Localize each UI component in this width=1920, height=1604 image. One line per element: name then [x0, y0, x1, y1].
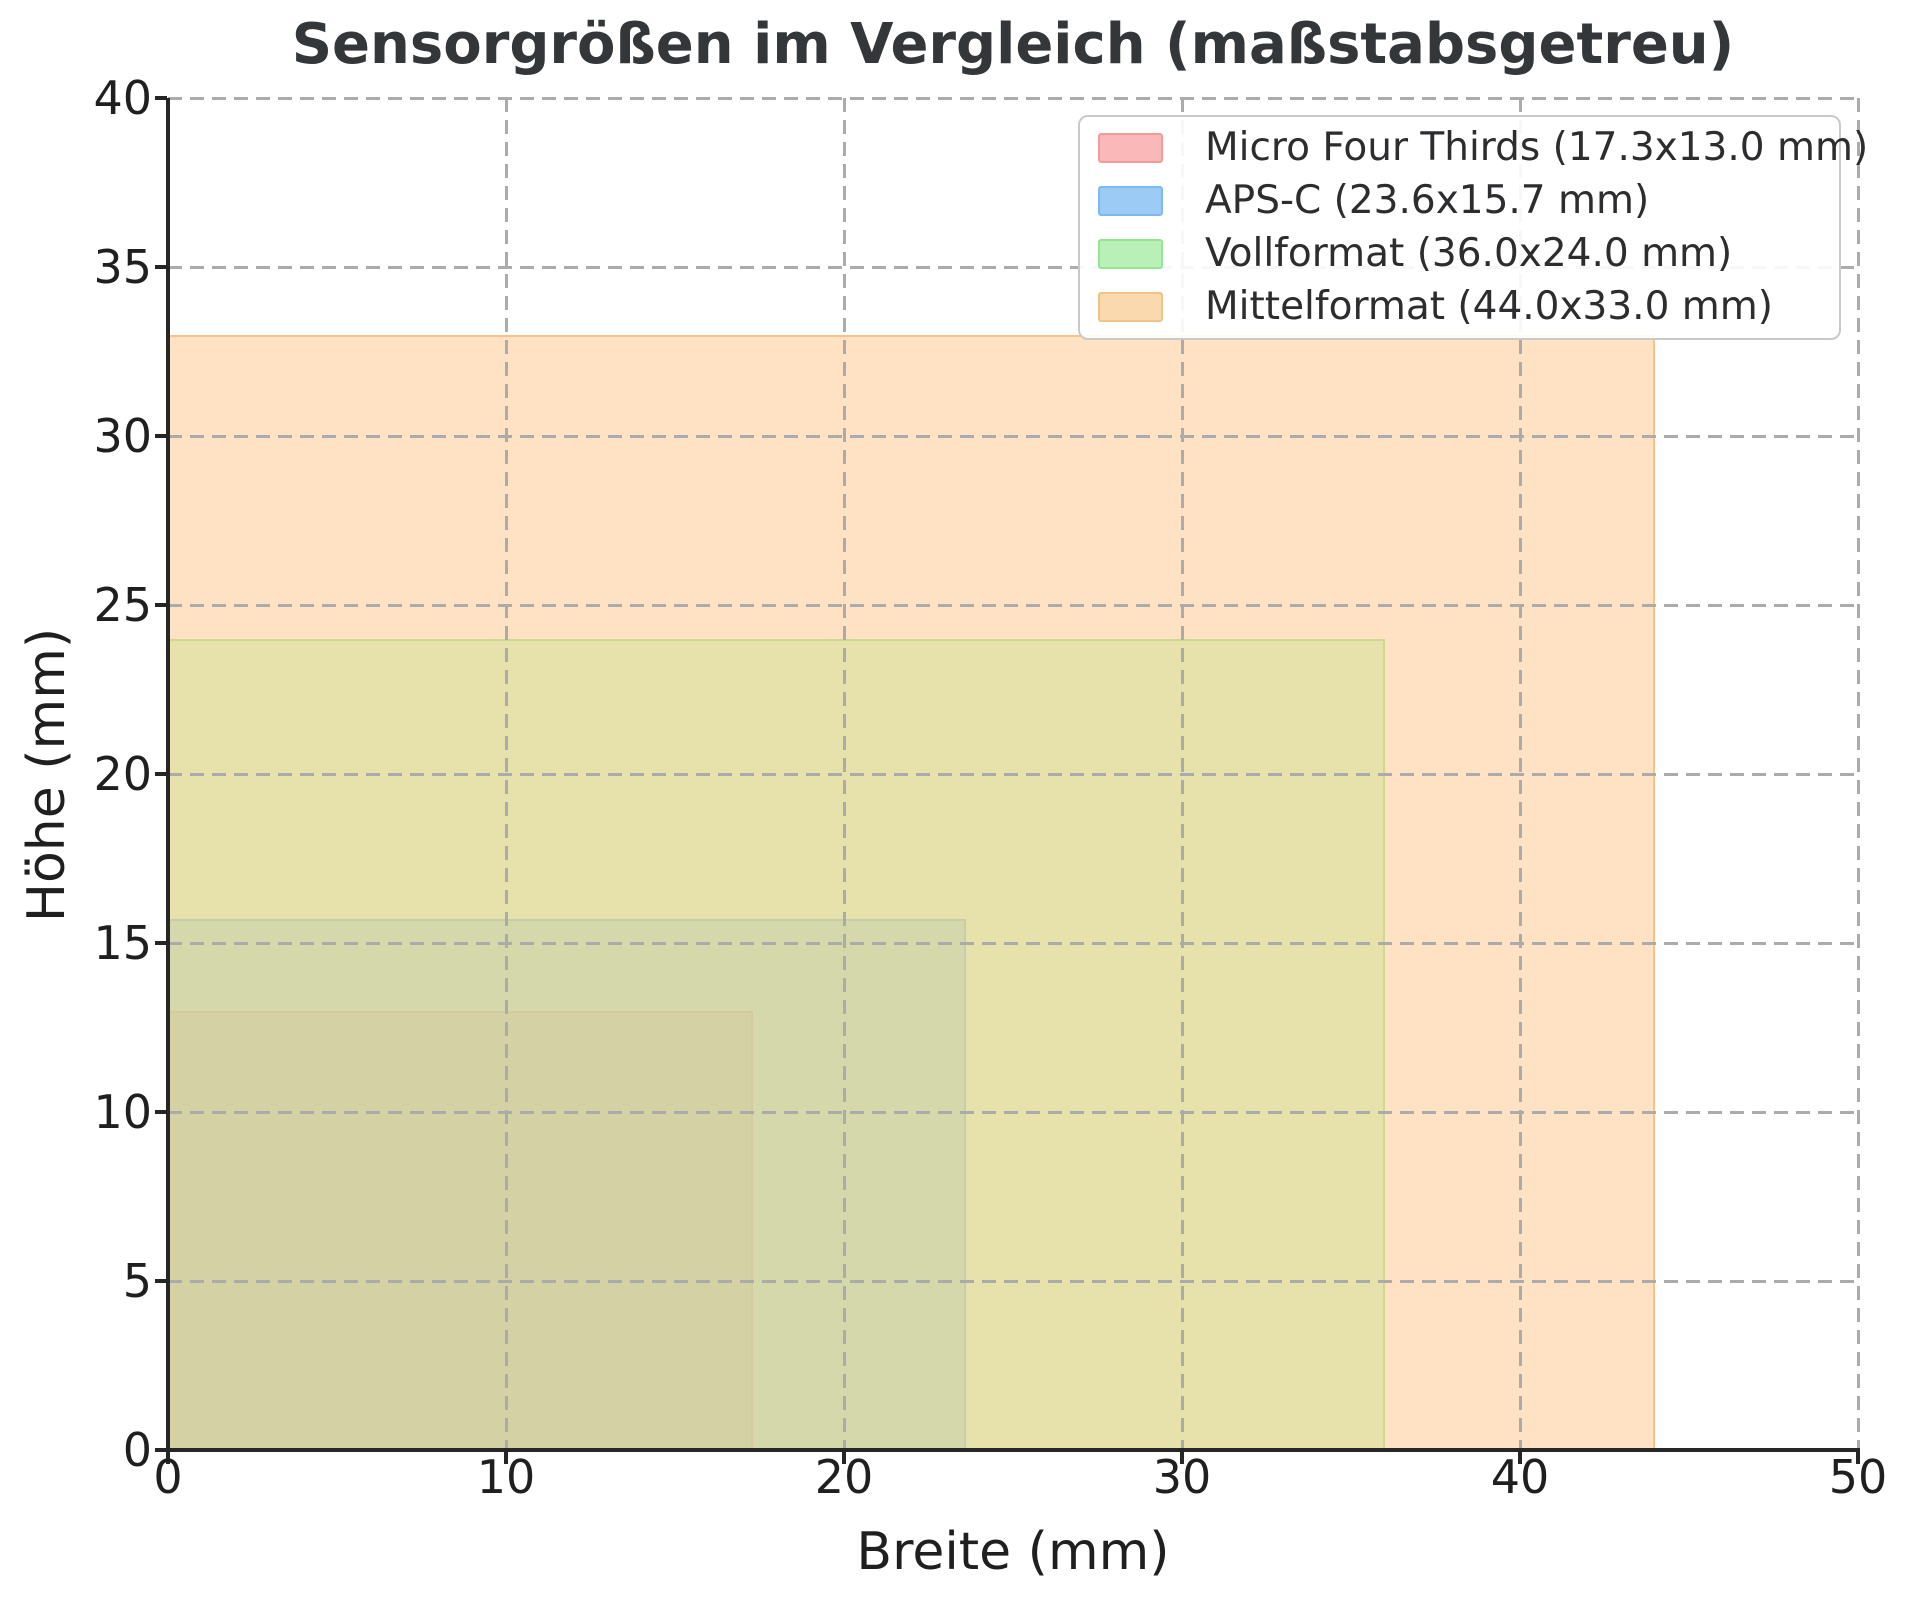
- legend-item-micro-four-thirds: Micro Four Thirds (17.3x13.0 mm): [1098, 121, 1868, 174]
- x-tick-20: [842, 1451, 846, 1464]
- legend-label: Mittelformat (44.0x33.0 mm): [1205, 284, 1773, 329]
- legend-swatch-icon: [1098, 238, 1163, 269]
- y-tick-0: [154, 1448, 167, 1452]
- y-tick-15: [154, 941, 167, 945]
- y-tick-label: 0: [122, 1423, 152, 1477]
- y-tick-30: [154, 434, 167, 438]
- x-tick-10: [504, 1451, 508, 1464]
- legend-item-vollformat: Vollformat (36.0x24.0 mm): [1098, 227, 1839, 280]
- sensor-rect-mittelformat: [168, 334, 1656, 1450]
- y-tick-40: [154, 96, 167, 100]
- legend-label: APS-C (23.6x15.7 mm): [1205, 178, 1650, 223]
- gridline-y-40: [168, 96, 1858, 100]
- x-tick-label: 0: [153, 1450, 183, 1504]
- legend-label: Micro Four Thirds (17.3x13.0 mm): [1205, 125, 1869, 170]
- legend-swatch-icon: [1098, 185, 1163, 216]
- y-tick-5: [154, 1279, 167, 1283]
- y-tick-10: [154, 1110, 167, 1114]
- y-tick-label: 30: [93, 409, 152, 463]
- x-tick-label: 20: [814, 1450, 874, 1504]
- x-tick-50: [1856, 1451, 1860, 1464]
- gridline-y-20: [168, 772, 1858, 776]
- y-tick-label: 10: [93, 1085, 152, 1139]
- y-tick-20: [154, 772, 167, 776]
- y-tick-label: 25: [93, 578, 152, 632]
- gridline-y-35: [168, 265, 1858, 269]
- y-axis-label: Höhe (mm): [17, 627, 77, 923]
- legend-item-aps-c: APS-C (23.6x15.7 mm): [1098, 174, 1839, 227]
- gridline-y-10: [168, 1110, 1858, 1114]
- gridline-x-50: [1856, 98, 1860, 1450]
- gridline-y-30: [168, 434, 1858, 438]
- y-tick-25: [154, 603, 167, 607]
- x-tick-label: 50: [1828, 1450, 1888, 1504]
- gridline-y-25: [168, 603, 1858, 607]
- gridline-y-5: [168, 1279, 1858, 1283]
- x-tick-40: [1518, 1451, 1522, 1464]
- x-tick-label: 30: [1152, 1450, 1212, 1504]
- legend-swatch-icon: [1098, 291, 1163, 322]
- x-tick-label: 40: [1490, 1450, 1550, 1504]
- x-tick-0: [166, 1451, 170, 1464]
- x-tick-30: [1180, 1451, 1184, 1464]
- legend-label: Vollformat (36.0x24.0 mm): [1205, 231, 1733, 276]
- y-tick-label: 40: [93, 71, 152, 125]
- legend-item-mittelformat: Mittelformat (44.0x33.0 mm): [1098, 280, 1839, 333]
- x-tick-label: 10: [476, 1450, 536, 1504]
- y-axis-spine: [166, 98, 170, 1452]
- x-axis-label: Breite (mm): [856, 1522, 1170, 1582]
- y-tick-label: 15: [93, 916, 152, 970]
- y-tick-label: 35: [93, 240, 152, 294]
- legend-swatch-icon: [1098, 132, 1163, 163]
- chart-title: Sensorgrößen im Vergleich (maßstabsgetre…: [291, 12, 1735, 77]
- x-axis-spine: [166, 1448, 1860, 1452]
- y-tick-label: 5: [122, 1254, 152, 1308]
- y-tick-35: [154, 265, 167, 269]
- legend: Micro Four Thirds (17.3x13.0 mm) APS-C (2…: [1078, 115, 1868, 340]
- y-tick-label: 20: [93, 747, 152, 801]
- gridline-y-15: [168, 941, 1858, 945]
